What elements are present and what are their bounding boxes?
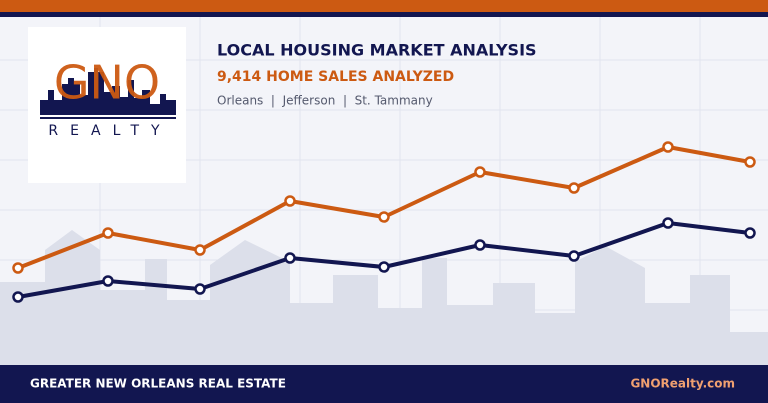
top-bar [0,0,768,12]
subtitle: 9,414 HOME SALES ANALYZED [217,69,454,85]
point [662,217,674,229]
point [568,250,580,262]
point [474,166,486,178]
logo-name: GNO [54,56,160,110]
point [194,283,206,295]
point [194,244,206,256]
point [284,252,296,264]
point [744,227,756,239]
point [12,291,24,303]
title: LOCAL HOUSING MARKET ANALYSIS [217,41,537,60]
point [474,239,486,251]
logo-tagline: REALTY [48,123,171,139]
point [662,141,674,153]
website-link[interactable]: GNORealty.com [630,377,735,391]
trend-points-orange [12,141,756,274]
point [744,156,756,168]
footer-bar [0,365,768,403]
point [284,195,296,207]
point [378,211,390,223]
point [378,261,390,273]
skyline-silhouette [0,230,768,365]
point [102,275,114,287]
logo-skyline [40,68,176,115]
trend-points-navy [12,217,756,303]
footer-tagline: GREATER NEW ORLEANS REAL ESTATE [30,377,286,391]
point [102,227,114,239]
point [568,182,580,194]
areas: Orleans | Jefferson | St. Tammany [217,94,433,108]
top-stripe [0,12,768,17]
point [12,262,24,274]
